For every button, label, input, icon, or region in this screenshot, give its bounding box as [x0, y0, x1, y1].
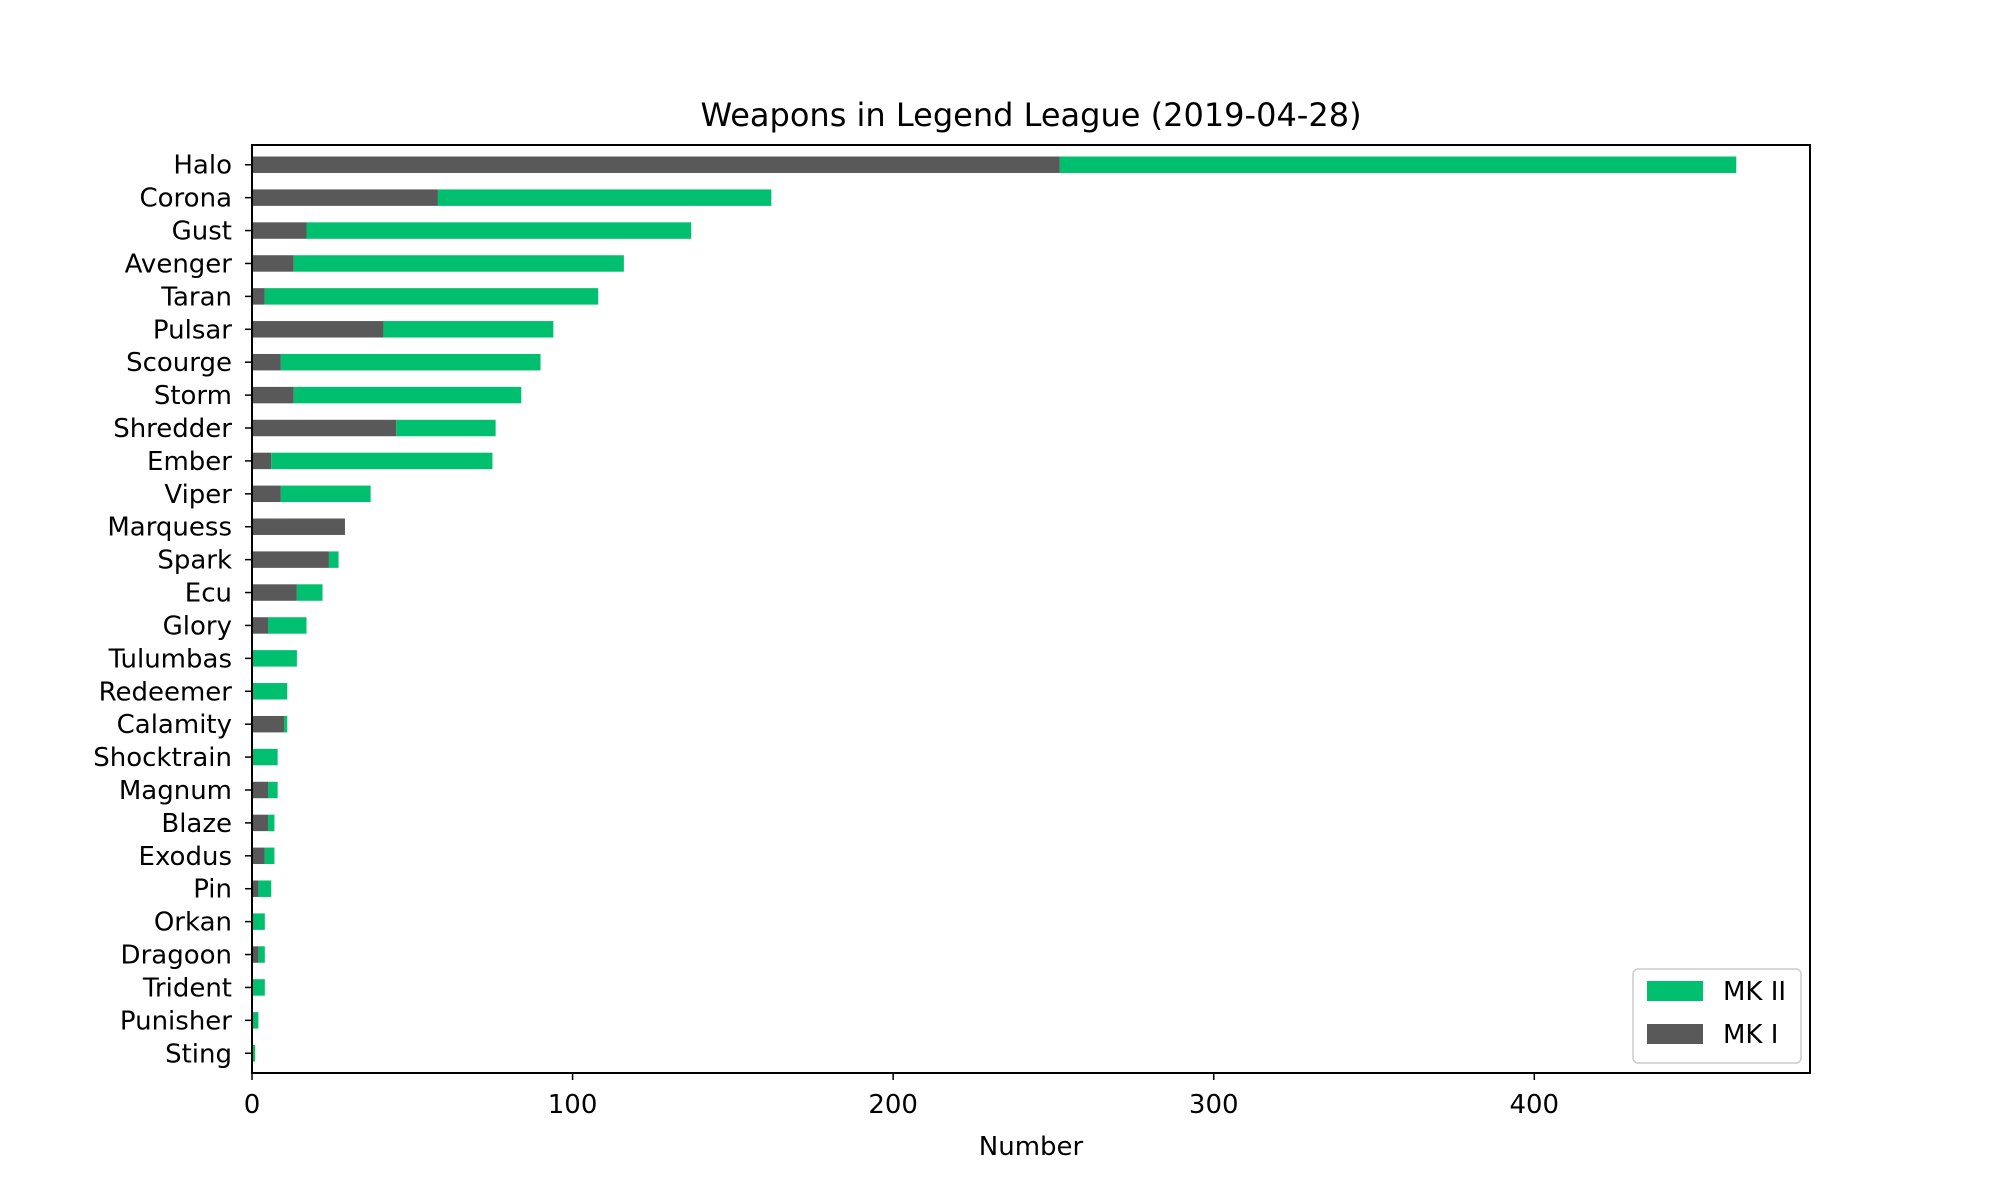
bar-ember-mk-i — [252, 452, 272, 470]
bar-taran-mk-i — [252, 288, 265, 305]
bar-ember-mk-ii — [271, 452, 493, 470]
y-tick-label-ember: Ember — [147, 447, 232, 477]
legend-swatch-mk-ii — [1647, 981, 1703, 1001]
bar-viper-mk-ii — [280, 485, 371, 503]
bar-storm-mk-ii — [293, 386, 522, 404]
bar-avenger-mk-i — [252, 255, 294, 272]
bar-calamity-mk-ii — [284, 715, 288, 733]
y-tick-label-orkan: Orkan — [154, 908, 232, 938]
bar-orkan-mk-ii — [252, 913, 265, 930]
y-tick-label-exodus: Exodus — [139, 842, 232, 872]
bar-pulsar-mk-i — [252, 321, 384, 338]
bar-sting-mk-ii — [252, 1045, 256, 1062]
bar-exodus-mk-i — [252, 847, 265, 865]
y-tick-label-halo: Halo — [173, 151, 232, 181]
bar-spark-mk-ii — [328, 551, 339, 568]
bar-ecu-mk-ii — [296, 584, 323, 601]
bar-glory-mk-i — [252, 617, 269, 634]
bar-corona-mk-ii — [437, 189, 772, 206]
y-tick-label-redeemer: Redeemer — [99, 677, 233, 707]
x-tick-label-100: 100 — [548, 1090, 598, 1120]
bar-shredder-mk-i — [252, 419, 397, 437]
y-axis: HaloCoronaGustAvengerTaranPulsarScourgeS… — [93, 151, 252, 1069]
x-tick-label-400: 400 — [1509, 1090, 1559, 1120]
bar-spark-mk-i — [252, 551, 329, 568]
bar-scourge-mk-i — [252, 353, 281, 371]
bar-taran-mk-ii — [264, 288, 599, 305]
y-tick-label-calamity: Calamity — [117, 710, 232, 740]
bar-shredder-mk-ii — [396, 419, 496, 437]
y-tick-label-punisher: Punisher — [120, 1006, 232, 1036]
bar-dragoon-mk-i — [252, 946, 259, 963]
bar-trident-mk-ii — [252, 979, 265, 996]
bar-pin-mk-i — [252, 880, 259, 897]
x-axis-label: Number — [979, 1132, 1084, 1162]
bar-punisher-mk-ii — [252, 1012, 259, 1029]
y-tick-label-shocktrain: Shocktrain — [93, 743, 232, 773]
bar-scourge-mk-ii — [280, 353, 541, 371]
y-tick-label-dragoon: Dragoon — [121, 941, 232, 971]
y-tick-label-gust: Gust — [172, 217, 232, 247]
bar-avenger-mk-ii — [293, 255, 624, 272]
bar-tulumbas-mk-ii — [252, 650, 297, 667]
chart-title: Weapons in Legend League (2019-04-28) — [700, 96, 1361, 134]
bar-magnum-mk-i — [252, 781, 269, 799]
bar-viper-mk-i — [252, 485, 281, 503]
bar-pin-mk-ii — [258, 880, 272, 897]
bar-halo-mk-ii — [1059, 156, 1737, 173]
y-tick-label-viper: Viper — [164, 480, 232, 510]
x-axis: 0 100 200 300 400 — [244, 1073, 1559, 1120]
bar-storm-mk-i — [252, 386, 294, 404]
x-tick-label-200: 200 — [868, 1090, 918, 1120]
bar-dragoon-mk-ii — [258, 946, 265, 963]
bar-shocktrain-mk-ii — [252, 748, 278, 766]
y-tick-label-spark: Spark — [157, 546, 232, 576]
y-tick-label-scourge: Scourge — [126, 348, 232, 378]
x-tick-label-0: 0 — [244, 1090, 261, 1120]
bar-gust-mk-i — [252, 222, 307, 239]
bar-ecu-mk-i — [252, 584, 297, 601]
bar-blaze-mk-ii — [268, 814, 275, 832]
bar-glory-mk-ii — [268, 617, 307, 634]
y-tick-label-storm: Storm — [154, 381, 232, 411]
bars-group — [252, 156, 1737, 1062]
bar-gust-mk-ii — [306, 222, 692, 239]
y-tick-label-shredder: Shredder — [113, 414, 232, 444]
y-tick-label-marquess: Marquess — [107, 513, 232, 543]
y-tick-label-glory: Glory — [163, 611, 232, 641]
legend-label-mk-ii: MK II — [1723, 977, 1786, 1007]
y-tick-label-corona: Corona — [140, 184, 233, 214]
y-tick-label-pulsar: Pulsar — [153, 315, 232, 345]
y-tick-label-magnum: Magnum — [119, 776, 232, 806]
y-tick-label-sting: Sting — [165, 1039, 232, 1069]
bar-magnum-mk-ii — [268, 781, 278, 799]
bar-blaze-mk-i — [252, 814, 269, 832]
y-tick-label-pin: Pin — [193, 875, 232, 905]
bar-exodus-mk-ii — [264, 847, 275, 865]
y-tick-label-blaze: Blaze — [161, 809, 232, 839]
legend-swatch-mk-i — [1647, 1024, 1703, 1044]
bar-marquess-mk-i — [252, 518, 345, 535]
y-tick-label-tulumbas: Tulumbas — [108, 644, 232, 674]
x-tick-label-300: 300 — [1189, 1090, 1239, 1120]
legend-label-mk-i: MK I — [1723, 1020, 1778, 1050]
bar-redeemer-mk-ii — [252, 683, 288, 700]
plot-area-frame — [251, 144, 1811, 1074]
y-tick-label-ecu: Ecu — [185, 579, 232, 609]
legend: MK II MK I — [1632, 968, 1802, 1064]
bar-corona-mk-i — [252, 189, 438, 206]
y-tick-label-avenger: Avenger — [125, 249, 233, 279]
bar-calamity-mk-i — [252, 715, 285, 733]
y-tick-label-taran: Taran — [160, 282, 232, 312]
bar-halo-mk-i — [252, 156, 1060, 173]
y-tick-label-trident: Trident — [142, 973, 232, 1003]
bar-pulsar-mk-ii — [383, 321, 554, 338]
